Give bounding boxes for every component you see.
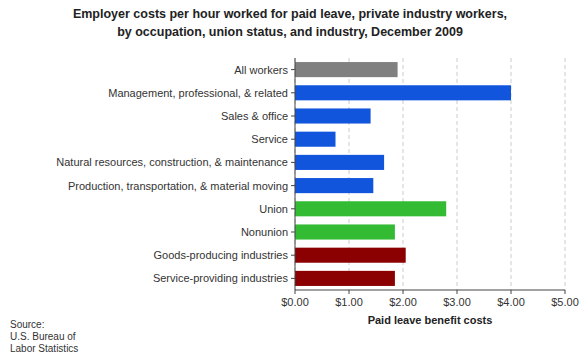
grid-line [565, 58, 566, 290]
x-tick [349, 290, 350, 294]
x-tick-label: $0.00 [281, 296, 309, 308]
category-label: Sales & office [221, 110, 288, 122]
y-tick [291, 162, 295, 163]
subtitle: by occupation, union status, and industr… [117, 25, 463, 39]
y-axis-line [295, 58, 296, 290]
y-tick [291, 208, 295, 209]
x-tick [565, 290, 566, 294]
title: Employer costs per hour worked for paid … [73, 7, 507, 21]
category-label: Union [259, 203, 288, 215]
annotation: Source:U.S. Bureau ofLabor Statistics [10, 319, 78, 354]
bar [295, 155, 384, 170]
x-tick [403, 290, 404, 294]
bar [295, 108, 371, 123]
bar [295, 62, 398, 77]
category-label: Nonunion [241, 226, 288, 238]
y-tick [291, 92, 295, 93]
y-tick [291, 278, 295, 279]
category-label: Goods-producing industries [153, 249, 288, 261]
x-axis-line [295, 290, 565, 291]
y-tick [291, 116, 295, 117]
y-tick [291, 255, 295, 256]
bar [295, 178, 373, 193]
category-label: Production, transportation, & material m… [68, 180, 288, 192]
x-tick-label: $3.00 [443, 296, 471, 308]
x-tick-label: $2.00 [389, 296, 417, 308]
bar [295, 85, 511, 100]
x-axis-label: Paid leave benefit costs [368, 314, 493, 326]
category-label: All workers [234, 64, 288, 76]
category-label: Service [251, 133, 288, 145]
grid [295, 58, 565, 290]
x-tick [511, 290, 512, 294]
x-tick [457, 290, 458, 294]
x-tick-label: $4.00 [497, 296, 525, 308]
y-tick [291, 232, 295, 233]
bar [295, 248, 406, 263]
bars [295, 62, 511, 286]
grid-line [295, 58, 296, 290]
category-label: Management, professional, & related [108, 87, 288, 99]
x-tick-label: $1.00 [335, 296, 363, 308]
bar [295, 132, 336, 147]
y-tick [291, 69, 295, 70]
x-tick [295, 290, 296, 294]
bar [295, 271, 395, 286]
bar [295, 201, 446, 216]
chart: Employer costs per hour worked for paid … [0, 0, 580, 360]
x-tick-label: $5.00 [551, 296, 579, 308]
category-label: Service-providing industries [153, 272, 289, 284]
category-label: Natural resources, construction, & maint… [56, 156, 288, 168]
y-tick [291, 185, 295, 186]
bar [295, 224, 395, 239]
y-tick [291, 139, 295, 140]
